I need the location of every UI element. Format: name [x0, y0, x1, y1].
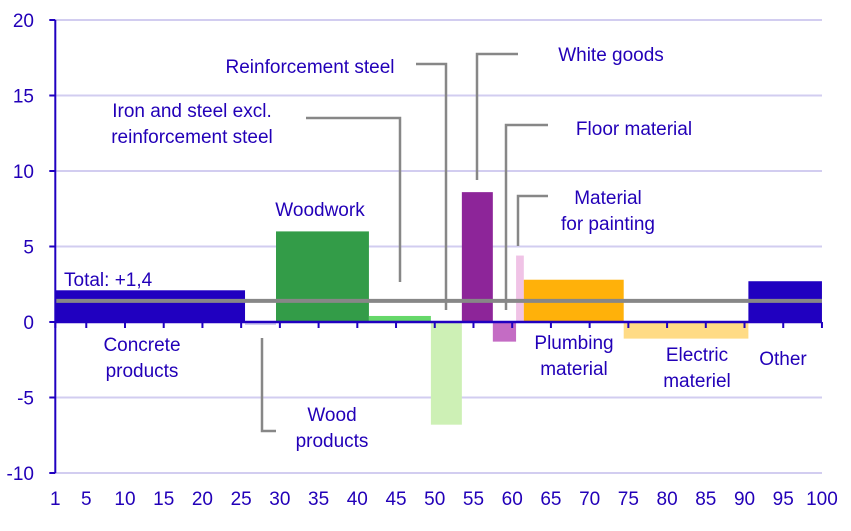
x-tick-label: 35: [308, 489, 329, 510]
x-tick-label: 25: [231, 489, 252, 510]
y-tick-label: 20: [13, 11, 34, 32]
x-tick-label: 20: [192, 489, 213, 510]
x-tick-label: 5: [81, 489, 92, 510]
x-tick-label: 75: [618, 489, 639, 510]
leader-line: [504, 123, 548, 310]
label-white-goods: White goods: [558, 45, 664, 66]
label-wood-products: products: [296, 431, 369, 452]
label-iron-and-steel-excl-reinforcement-steel: reinforcement steel: [111, 127, 273, 148]
x-tick-label: 60: [502, 489, 523, 510]
y-tick-label: 10: [13, 162, 34, 183]
x-tick-label: 90: [734, 489, 755, 510]
label-electric-materiel: materiel: [663, 371, 731, 392]
x-tick-label: 65: [540, 489, 561, 510]
x-tick-label: 50: [424, 489, 445, 510]
y-tick-label: 15: [13, 87, 34, 108]
x-tick-label: 1: [50, 489, 61, 510]
bar-iron-and-steel-excl-reinforcement-steel: [368, 315, 431, 322]
x-tick-label: 30: [269, 489, 290, 510]
bar-wood-products: [245, 322, 277, 326]
x-tick-label: 80: [657, 489, 678, 510]
y-tick-label: 0: [23, 313, 34, 334]
label-material-for-painting: Material: [574, 188, 642, 209]
bar-reinforcement-steel: [430, 322, 462, 425]
label-concrete-products: products: [106, 361, 179, 382]
label-woodwork: Woodwork: [275, 200, 365, 221]
y-tick-label: 5: [23, 238, 34, 259]
label-concrete-products: Concrete: [103, 335, 180, 356]
x-tick-label: 100: [806, 489, 838, 510]
x-tick-label: 15: [153, 489, 174, 510]
y-tick-label: -10: [7, 464, 34, 485]
label-reinforcement-steel: Reinforcement steel: [226, 57, 395, 78]
bar-concrete-products: [55, 290, 246, 322]
label-floor-material: Floor material: [576, 119, 692, 140]
x-tick-label: 85: [695, 489, 716, 510]
x-tick-label: 95: [773, 489, 794, 510]
leader-line: [306, 116, 402, 282]
leader-line: [416, 62, 448, 310]
label-other: Other: [759, 349, 807, 370]
x-tick-label: 10: [114, 489, 135, 510]
x-tick-label: 40: [347, 489, 368, 510]
y-tick-label: -5: [17, 389, 34, 410]
label-plumbing-material: material: [540, 359, 608, 380]
x-tick-label: 70: [579, 489, 600, 510]
x-tick-label: 45: [385, 489, 406, 510]
bar-floor-material: [492, 322, 517, 342]
label-material-for-painting: for painting: [561, 214, 655, 235]
label-wood-products: Wood: [307, 405, 356, 426]
bar-material-for-painting: [516, 255, 524, 322]
label-plumbing-material: Plumbing: [534, 333, 613, 354]
leader-line: [516, 194, 548, 246]
label-electric-materiel: Electric: [666, 345, 728, 366]
bar-woodwork: [276, 231, 369, 322]
total-label: Total: +1,4: [64, 270, 153, 291]
x-tick-label: 55: [463, 489, 484, 510]
label-iron-and-steel-excl-reinforcement-steel: Iron and steel excl.: [112, 101, 271, 122]
leader-line: [260, 338, 276, 433]
bar-electric-materiel: [623, 322, 749, 339]
leader-line: [475, 52, 518, 180]
